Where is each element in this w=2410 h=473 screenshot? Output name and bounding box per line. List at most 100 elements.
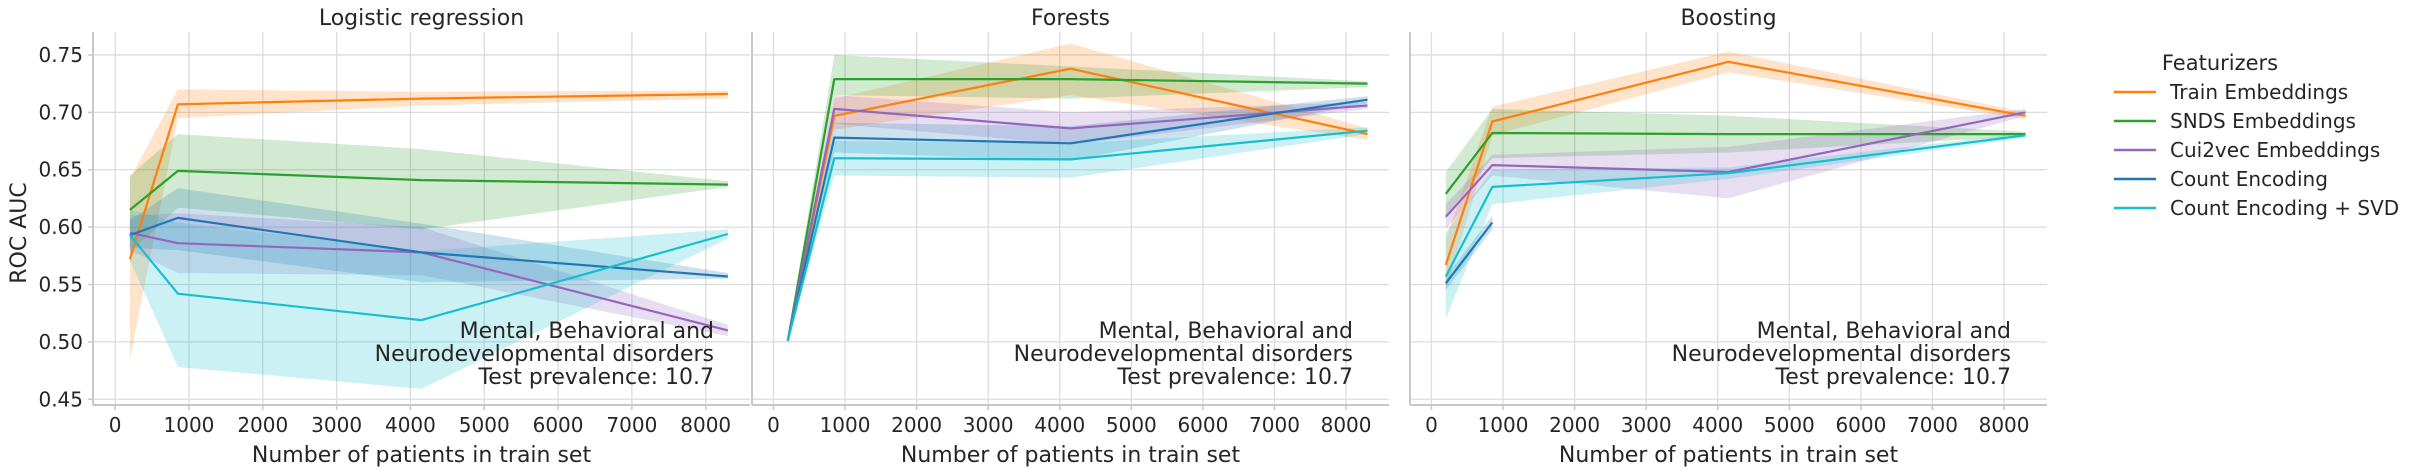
- band-snds-embeddings: [1445, 108, 2026, 216]
- y-tick-label: 0.60: [38, 215, 83, 239]
- y-tick-label: 0.65: [38, 158, 83, 182]
- series-line-count-encoding-svd: [129, 232, 729, 322]
- band-count-encoding: [787, 96, 1368, 343]
- x-axis-label: Number of patients in train set: [252, 443, 592, 468]
- x-tick-label: 8000: [1321, 413, 1372, 437]
- panel-title: Logistic regression: [319, 6, 524, 31]
- band-count-encoding-svd: [787, 127, 1368, 343]
- series-lines: [786, 67, 1368, 341]
- x-tick-label: 7000: [1249, 413, 1300, 437]
- x-axis-label: Number of patients in train set: [1559, 443, 1899, 468]
- band-cui2vec-embeddings: [1445, 108, 2026, 230]
- grid: [93, 32, 750, 405]
- legend-entry: Count Encoding: [2114, 167, 2328, 191]
- legend-entry: SNDS Embeddings: [2114, 109, 2356, 133]
- panel-annotation-line: Mental, Behavioral and: [460, 319, 714, 344]
- x-tick-label: 2000: [891, 413, 942, 437]
- band-cui2vec-embeddings: [129, 213, 728, 337]
- x-tick-label: 0: [109, 413, 122, 437]
- legend: Featurizers Train Embeddings SNDS Embeddi…: [2114, 51, 2399, 220]
- x-tick-label: 1000: [164, 413, 215, 437]
- confidence-bands: [129, 89, 728, 389]
- legend-label: Cui2vec Embeddings: [2170, 138, 2380, 162]
- legend-entry: Train Embeddings: [2114, 80, 2348, 104]
- y-tick-label: 0.55: [38, 272, 83, 296]
- x-tick-label: 7000: [606, 413, 657, 437]
- x-tick-label: 1000: [820, 413, 871, 437]
- x-axis-label: Number of patients in train set: [901, 443, 1241, 468]
- legend-entry: Cui2vec Embeddings: [2114, 138, 2380, 162]
- series-line-snds-embeddings: [129, 169, 728, 211]
- band-count-encoding-svd: [1445, 133, 2026, 319]
- series-line-train-embeddings: [128, 92, 728, 260]
- panel-annotation-line: Test prevalence: 10.7: [1117, 365, 1354, 390]
- y-tick-label: 0.50: [38, 330, 83, 354]
- panel-3: 0 1000 2000 3000 4000 5000 6000 7000 8000 Boostin…: [1409, 6, 2047, 468]
- panel-annotation-line: Mental, Behavioral and: [1757, 319, 2011, 344]
- panel-annotation-line: Mental, Behavioral and: [1099, 319, 1353, 344]
- series-line-train-embeddings: [1444, 60, 2026, 266]
- band-snds-embeddings: [129, 134, 728, 253]
- series-lines: [128, 92, 729, 332]
- x-tick-label: 4000: [1692, 413, 1743, 437]
- band-count-encoding-svd: [129, 209, 728, 389]
- series-line-cui2vec-embeddings: [1444, 111, 2026, 218]
- x-tick-label: 6000: [1835, 413, 1886, 437]
- legend-label: Count Encoding + SVD: [2170, 196, 2399, 220]
- series-line-snds-embeddings: [1444, 131, 2026, 195]
- series-line-cui2vec-embeddings: [786, 104, 1368, 341]
- grid: [752, 32, 1389, 405]
- series-line-count-encoding: [786, 98, 1368, 341]
- series-lines: [1444, 60, 2026, 284]
- legend-title: Featurizers: [2162, 51, 2278, 75]
- band-count-encoding: [129, 188, 728, 283]
- x-tick-label: 2000: [237, 413, 288, 437]
- x-tick-label: 5000: [459, 413, 510, 437]
- x-tick-label: 7000: [1907, 413, 1958, 437]
- panel-annotation-line: Neurodevelopmental disorders: [1672, 342, 2011, 367]
- x-tick-label: 1000: [1478, 413, 1529, 437]
- legend-label: SNDS Embeddings: [2170, 109, 2356, 133]
- y-tick-label: 0.75: [38, 43, 83, 67]
- x-tick-label: 3000: [963, 413, 1014, 437]
- x-tick-label: 5000: [1764, 413, 1815, 437]
- grid: [1410, 32, 2047, 405]
- x-tick-label: 0: [1425, 413, 1438, 437]
- y-tick-label: 0.45: [38, 387, 83, 411]
- legend-label: Train Embeddings: [2169, 80, 2348, 104]
- x-tick-label: 8000: [680, 413, 731, 437]
- series-line-count-encoding: [129, 216, 728, 278]
- band-cui2vec-embeddings: [787, 95, 1368, 343]
- confidence-bands: [787, 43, 1368, 343]
- x-tick-label: 2000: [1549, 413, 1600, 437]
- panel-1: 0 1000 2000 3000 4000 5000 6000 7000 8000 0.45 0.5…: [38, 6, 750, 468]
- series-line-cui2vec-embeddings: [129, 231, 729, 332]
- panel-annotation-line: Neurodevelopmental disorders: [1014, 342, 1353, 367]
- band-train-embeddings: [129, 89, 728, 360]
- legend-entry: Count Encoding + SVD: [2114, 196, 2399, 220]
- x-tick-label: 6000: [533, 413, 584, 437]
- series-line-count-encoding-svd: [786, 129, 1368, 341]
- x-tick-label: 0: [767, 413, 780, 437]
- legend-label: Count Encoding: [2170, 167, 2328, 191]
- series-line-count-encoding-svd: [1444, 134, 2026, 278]
- x-tick-label: 5000: [1106, 413, 1157, 437]
- x-tick-label: 3000: [1621, 413, 1672, 437]
- y-tick-label: 0.70: [38, 100, 83, 124]
- series-line-count-encoding: [1444, 221, 1494, 284]
- panel-annotation-line: Test prevalence: 10.7: [478, 365, 715, 390]
- panels: 0 1000 2000 3000 4000 5000 6000 7000 8000 0.45 0.5…: [38, 6, 2047, 468]
- panel-title: Forests: [1031, 6, 1110, 31]
- panel-annotation-line: Test prevalence: 10.7: [1775, 365, 2012, 390]
- panel-title: Boosting: [1680, 6, 1776, 31]
- x-tick-label: 3000: [311, 413, 362, 437]
- panel-2: 0 1000 2000 3000 4000 5000 6000 7000 8000 Forests…: [751, 6, 1389, 468]
- series-line-snds-embeddings: [786, 77, 1368, 341]
- panel-annotation-line: Neurodevelopmental disorders: [375, 342, 714, 367]
- x-tick-label: 8000: [1979, 413, 2030, 437]
- x-tick-label: 4000: [1034, 413, 1085, 437]
- x-tick-label: 4000: [385, 413, 436, 437]
- x-tick-label: 6000: [1177, 413, 1228, 437]
- y-axis-label: ROC AUC: [7, 182, 32, 283]
